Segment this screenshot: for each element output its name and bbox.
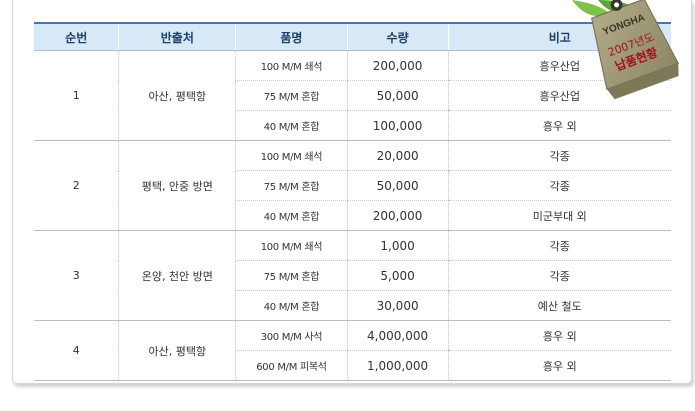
group-number: 2 (34, 140, 119, 231)
note-cell: 각종 (447, 230, 671, 261)
quantity-cell: 1,000 (346, 230, 449, 261)
note-cell: 흥우 외 (447, 110, 671, 141)
item-cell: 100 M/M 쇄석 (235, 140, 348, 171)
group-destination: 아산, 평택항 (118, 50, 236, 141)
quantity-cell: 30,000 (346, 290, 449, 321)
note-cell: 미군부대 외 (447, 200, 671, 231)
note-cell: 흥우 외 (447, 320, 671, 351)
table-row: 75 M/M 혼합 50,000 각종 (34, 170, 671, 201)
quantity-cell: 1,000,000 (346, 350, 449, 381)
group-destination: 온양, 천안 방면 (118, 230, 236, 321)
table-row: 75 M/M 혼합 5,000 각종 (34, 260, 671, 291)
table-row: 1 아산, 평택항 100 M/M 쇄석 200,000 흥우산업 (34, 50, 671, 141)
table-row: 3 온양, 천안 방면 100 M/M 쇄석 1,000 각종 (34, 230, 671, 321)
item-cell: 75 M/M 혼합 (235, 170, 348, 201)
table-row: 40 M/M 혼합 30,000 예산 철도 (34, 290, 671, 321)
header-no: 순번 (34, 22, 119, 51)
table-row: 40 M/M 혼합 200,000 미군부대 외 (34, 200, 671, 231)
quantity-cell: 50,000 (346, 80, 449, 111)
item-cell: 75 M/M 혼합 (235, 80, 348, 111)
quantity-cell: 5,000 (346, 260, 449, 291)
quantity-cell: 200,000 (346, 200, 449, 231)
delivery-status-tag: YONGHA 2007년도 납품현황 (591, 0, 679, 100)
table-row: 75 M/M 혼합 50,000 흥우산업 (34, 80, 671, 111)
quantity-cell: 200,000 (346, 50, 449, 81)
note-cell: 예산 철도 (447, 290, 671, 321)
group-destination: 아산, 평택항 (118, 320, 236, 381)
header-destination: 반출처 (118, 22, 236, 51)
note-cell: 각종 (447, 140, 671, 171)
item-cell: 100 M/M 쇄석 (235, 230, 348, 261)
item-cell: 40 M/M 혼합 (235, 110, 348, 141)
quantity-cell: 50,000 (346, 170, 449, 201)
group-number: 3 (34, 230, 119, 321)
item-cell: 100 M/M 쇄석 (235, 50, 348, 81)
quantity-cell: 100,000 (346, 110, 449, 141)
item-cell: 75 M/M 혼합 (235, 260, 348, 291)
table-row: 2 평택, 안중 방면 100 M/M 쇄석 20,000 각종 (34, 140, 671, 231)
header-quantity: 수량 (346, 22, 449, 51)
item-cell: 300 M/M 사석 (235, 320, 348, 351)
table-row: 40 M/M 혼합 100,000 흥우 외 (34, 110, 671, 141)
header-item: 품명 (235, 22, 348, 51)
item-cell: 40 M/M 혼합 (235, 200, 348, 231)
table-row: 600 M/M 피복석 1,000,000 흥우 외 (34, 350, 671, 381)
group-number: 4 (34, 320, 119, 381)
table-row: 4 아산, 평택항 300 M/M 사석 4,000,000 흥우 외 (34, 320, 671, 381)
quantity-cell: 4,000,000 (346, 320, 449, 351)
item-cell: 40 M/M 혼합 (235, 290, 348, 321)
note-cell: 각종 (447, 170, 671, 201)
group-number: 1 (34, 50, 119, 141)
item-cell: 600 M/M 피복석 (235, 350, 348, 381)
group-destination: 평택, 안중 방면 (118, 140, 236, 231)
note-cell: 각종 (447, 260, 671, 291)
note-cell: 흥우 외 (447, 350, 671, 381)
delivery-table: 순번 반출처 품명 수량 비고 1 아산, 평택항 100 M/M 쇄석 200… (34, 22, 671, 381)
quantity-cell: 20,000 (346, 140, 449, 171)
